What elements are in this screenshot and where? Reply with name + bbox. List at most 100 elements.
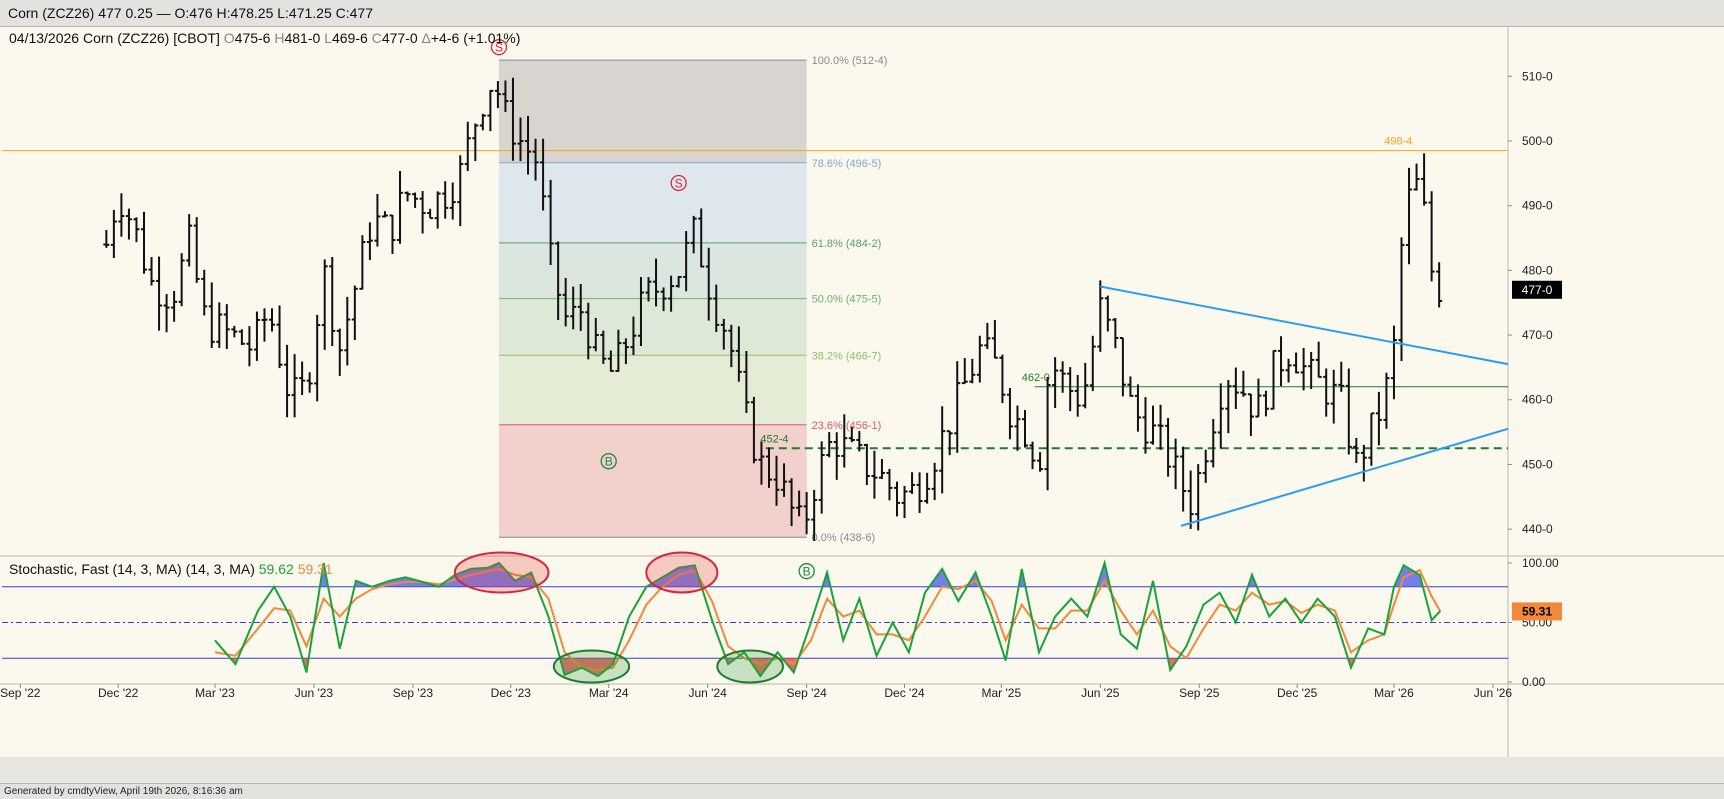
ohlc-bar xyxy=(660,287,667,312)
ohlc-bar xyxy=(329,257,336,347)
ohlc-bar xyxy=(750,396,757,464)
ohlc-bar xyxy=(1142,397,1149,454)
ohlc-bar xyxy=(1195,464,1202,531)
ohlc-bar xyxy=(901,485,908,519)
ohlc-bar xyxy=(1436,262,1443,308)
ohlc-bar xyxy=(1180,446,1187,512)
fib-level-label: 0.0% (438-6) xyxy=(812,532,876,544)
ohlc-bar xyxy=(269,308,276,332)
ohlc-bar xyxy=(728,324,735,368)
ohlc-bar xyxy=(1285,358,1292,383)
ohlc-bar xyxy=(540,138,547,211)
footer-text: Generated by cmdtyView, April 19th 2026,… xyxy=(4,786,243,797)
ohlc-bar xyxy=(1345,368,1352,455)
ohlc-bar xyxy=(434,191,441,229)
price-tick-label: 440-0 xyxy=(1522,522,1553,536)
ohlc-bar xyxy=(796,490,803,517)
ohlc-bar xyxy=(999,354,1006,404)
ohlc-bar xyxy=(1232,367,1239,409)
ohlc-bar xyxy=(1157,404,1164,450)
ohlc-bar xyxy=(976,335,983,383)
fib-level-label: 38.2% (466-7) xyxy=(812,350,882,362)
ohlc-bar xyxy=(110,210,117,258)
ohlc-bar xyxy=(419,191,426,234)
ohlc-bar xyxy=(615,329,622,372)
ohlc-bar xyxy=(321,259,328,350)
ohlc-bar xyxy=(577,284,584,331)
price-header-part: (+1.01%) xyxy=(463,30,520,46)
signal-letter: B xyxy=(803,565,811,579)
ohlc-bar xyxy=(442,181,449,219)
stoch-tick-label: 0.00 xyxy=(1522,675,1546,689)
ohlc-bar xyxy=(991,320,998,359)
signal-letter: S xyxy=(675,177,683,191)
ohlc-bar xyxy=(916,472,923,513)
trendline xyxy=(1100,285,1509,366)
ohlc-bar xyxy=(125,208,132,240)
ohlc-bar xyxy=(291,354,298,418)
ohlc-bar xyxy=(811,489,818,541)
chart-background xyxy=(0,27,1724,757)
fibonacci-retracement: 100.0% (512-4) 78.6% (496-5) 61.8% (484-2)… xyxy=(498,55,887,544)
ohlc-bar xyxy=(826,432,833,458)
time-tick-label: Dec '24 xyxy=(884,686,925,700)
buy-signal-marker: B xyxy=(798,563,815,580)
footer: Generated by cmdtyView, April 19th 2026,… xyxy=(0,783,1724,799)
oversold-fill xyxy=(559,658,616,677)
ohlc-bar xyxy=(178,253,185,307)
ohlc-bar xyxy=(863,443,870,486)
ohlc-bar xyxy=(946,430,953,456)
time-axis: Sep '22 Dec '22 Mar '23 Jun '23 Sep '23 Dec '… xyxy=(0,684,1512,700)
ohlc-bar xyxy=(103,229,110,248)
ohlc-bar xyxy=(253,311,260,361)
price-header-part: L xyxy=(324,30,332,46)
ohlc-bar xyxy=(449,182,456,220)
ohlc-bar xyxy=(585,302,592,360)
stochastic-k-line xyxy=(214,559,1441,678)
ohlc-bar xyxy=(645,277,652,302)
ohlc-bar xyxy=(1165,417,1172,477)
ohlc-bar xyxy=(284,344,291,418)
price-tick-label: 490-0 xyxy=(1522,199,1553,213)
ohlc-bar xyxy=(366,222,373,261)
overbought-fill xyxy=(646,565,702,587)
overbought-fill xyxy=(929,568,952,587)
ohlc-bar xyxy=(1127,376,1134,397)
ohlc-bar xyxy=(555,241,562,321)
ohlc-bar xyxy=(1119,337,1126,397)
last-price-badge: 477-0 xyxy=(1512,280,1562,299)
price-tick-label: 450-0 xyxy=(1522,457,1553,471)
ohlc-bar xyxy=(939,406,946,494)
stoch-last-badge: 59.31 xyxy=(1512,602,1562,621)
ohlc-bar xyxy=(464,121,471,171)
ohlc-bar xyxy=(276,305,283,369)
futures-chart[interactable]: 100.0% (512-4) 78.6% (496-5) 61.8% (484-2)… xyxy=(0,27,1724,783)
ohlc-bar xyxy=(1104,295,1111,332)
ohlc-bar xyxy=(720,318,727,350)
ohlc-bar xyxy=(878,458,885,480)
ohlc-bar xyxy=(1255,378,1262,418)
ohlc-bar xyxy=(133,217,140,243)
ohlc-bar xyxy=(299,361,306,396)
ohlc-bar xyxy=(246,326,253,367)
ohlc-bar xyxy=(208,282,215,348)
ohlc-bar xyxy=(547,179,554,265)
ohlc-bar xyxy=(397,171,404,244)
ohlc-bar xyxy=(743,351,750,413)
ohlc-bar xyxy=(412,192,419,208)
ohlc-bar xyxy=(1172,438,1179,490)
ohlc-bar xyxy=(186,214,193,267)
ohlc-bar xyxy=(148,256,155,286)
ohlc-bar xyxy=(931,462,938,501)
ohlc-bar xyxy=(984,322,991,350)
price-header-text: 04/13/2026 Corn (ZCZ26) [CBOT] O475-6 H4… xyxy=(9,30,520,46)
ohlc-bar xyxy=(163,294,170,333)
ohlc-bar xyxy=(698,208,705,268)
signal-letter: B xyxy=(605,455,613,469)
ohlc-bar xyxy=(954,361,961,453)
price-header: 04/13/2026 Corn (ZCZ26) [CBOT] O475-6 H4… xyxy=(9,30,520,46)
ohlc-bar xyxy=(1338,361,1345,392)
price-header-part: Δ xyxy=(422,30,431,46)
ohlc-bar xyxy=(1014,405,1021,451)
ohlc-bar xyxy=(893,481,900,517)
